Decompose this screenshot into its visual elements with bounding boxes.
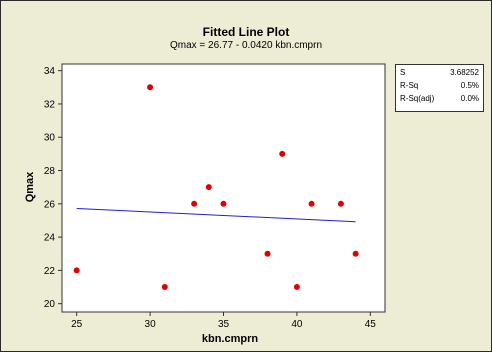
y-axis: 20 22 24 26 28 30 32 34	[44, 66, 62, 310]
data-point	[161, 284, 168, 291]
stat-label: S	[400, 68, 406, 77]
data-point	[73, 267, 80, 274]
x-axis-title: kbn.cmprn	[202, 333, 259, 345]
stat-value: 0.5%	[460, 81, 479, 90]
plot-area	[61, 63, 386, 313]
data-point	[220, 200, 227, 207]
chart-subtitle: Qmax = 26.77 - 0.0420 kbn.cmprn	[169, 40, 323, 51]
y-tick-label: 34	[44, 66, 56, 77]
x-tick-label: 40	[291, 319, 303, 330]
x-tick-label: 25	[71, 319, 83, 330]
stat-row-r-sq: R-Sq 0.5%	[400, 81, 479, 92]
data-point	[205, 184, 212, 191]
data-point	[293, 284, 300, 291]
x-tick-label: 30	[145, 319, 157, 330]
y-tick-label: 24	[44, 233, 56, 244]
data-point	[337, 200, 344, 207]
data-point	[279, 150, 286, 157]
x-axis: 25 30 35 40 45	[71, 312, 376, 330]
y-tick-label: 20	[44, 299, 56, 310]
data-point	[147, 84, 154, 91]
y-axis-title: Qmax	[24, 171, 36, 202]
stat-row-s: S 3.68252	[400, 68, 479, 79]
data-points	[73, 84, 359, 291]
x-tick-label: 45	[365, 319, 377, 330]
stat-value: 3.68252	[450, 68, 479, 77]
x-tick-label: 35	[218, 319, 230, 330]
stat-label: R-Sq	[400, 81, 419, 90]
stat-row-r-sq-adj: R-Sq(adj) 0.0%	[400, 94, 479, 105]
fitted-regression-line	[76, 207, 356, 223]
data-point	[264, 250, 271, 257]
y-tick-label: 22	[44, 266, 56, 277]
data-point	[308, 200, 315, 207]
stat-label: R-Sq(adj)	[400, 94, 435, 103]
y-tick-label: 30	[44, 133, 56, 144]
data-point	[352, 250, 359, 257]
y-tick-label: 32	[44, 99, 56, 110]
y-tick-label: 26	[44, 199, 56, 210]
chart-title: Fitted Line Plot	[202, 25, 290, 39]
data-point	[191, 200, 198, 207]
y-tick-label: 28	[44, 166, 56, 177]
regression-stats-box: S 3.68252 R-Sq 0.5% R-Sq(adj) 0.0%	[395, 64, 484, 112]
stat-value: 0.0%	[460, 94, 479, 103]
